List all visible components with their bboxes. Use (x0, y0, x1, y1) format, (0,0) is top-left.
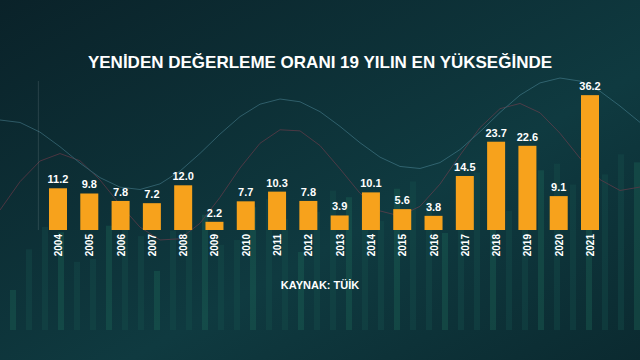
data-label: 36.2 (579, 80, 600, 92)
data-label: 3.9 (332, 200, 347, 212)
deco-candle (234, 240, 240, 330)
data-label: 7.7 (238, 186, 253, 198)
x-tick-label: 2015 (397, 234, 408, 257)
bar (456, 176, 474, 230)
chart-container: YENİDEN DEĞERLEME ORANI 19 YILIN EN YÜKS… (0, 0, 640, 360)
bar (393, 209, 411, 230)
data-label: 2.2 (207, 207, 222, 219)
data-label: 23.7 (485, 127, 506, 139)
x-tick-label: 2016 (429, 234, 440, 257)
bar (299, 201, 317, 230)
bar (80, 193, 98, 230)
data-label: 11.2 (48, 173, 69, 185)
deco-candle (442, 233, 448, 330)
data-label: 12.0 (172, 170, 193, 182)
bar (268, 192, 286, 230)
x-tick-label: 2004 (53, 234, 64, 257)
background (0, 0, 640, 360)
decoration (0, 78, 640, 330)
bar (581, 95, 599, 230)
deco-candle (218, 245, 224, 330)
deco-candle (90, 259, 96, 330)
page: {"chart_data": {"type": "bar", "title": … (0, 0, 640, 360)
deco-candle (618, 154, 624, 330)
data-label: 3.8 (426, 201, 441, 213)
bar (174, 185, 192, 230)
x-tick-label: 2017 (460, 234, 471, 257)
x-tick-label: 2021 (585, 234, 596, 257)
x-tick-label: 2008 (178, 234, 189, 257)
deco-line (0, 103, 640, 240)
bars (49, 95, 599, 230)
deco-candle (570, 185, 576, 330)
bar (362, 192, 380, 230)
bar (550, 196, 568, 230)
deco-candle (538, 170, 544, 330)
x-tick-label: 2011 (272, 234, 283, 256)
x-tick-label: 2014 (366, 234, 377, 257)
x-tick-label: 2006 (116, 234, 127, 257)
chart-svg: YENİDEN DEĞERLEME ORANI 19 YILIN EN YÜKS… (0, 0, 640, 360)
bar (112, 201, 130, 230)
bar (237, 201, 255, 230)
deco-candle (154, 271, 160, 330)
bar (331, 215, 349, 230)
title: YENİDEN DEĞERLEME ORANI 19 YILIN EN YÜKS… (88, 53, 552, 72)
deco-candle (586, 214, 592, 330)
deco-candle (506, 211, 512, 330)
data-label: 9.1 (551, 181, 566, 193)
x-tick-label: 2018 (491, 234, 502, 257)
data-label: 7.8 (113, 186, 128, 198)
bar (487, 142, 505, 230)
labels: 11.2 2004 9.8 2005 7.8 2006 7.2 2007 12.0 2008 2.2… (48, 80, 601, 256)
bar (49, 188, 67, 230)
deco-candle (10, 290, 16, 330)
deco-candle (42, 227, 48, 330)
data-label: 14.5 (454, 161, 475, 173)
x-tick-label: 2007 (147, 234, 158, 257)
x-tick-label: 2012 (303, 234, 314, 257)
data-label: 7.8 (301, 186, 316, 198)
bar (143, 203, 161, 230)
deco-line (0, 78, 640, 189)
data-label: 22.6 (517, 131, 538, 143)
deco-candle (106, 226, 112, 330)
data-label: 10.3 (266, 177, 287, 189)
deco-candle (26, 249, 32, 330)
bar (205, 222, 223, 230)
bar (425, 216, 443, 230)
x-tick-label: 2009 (209, 234, 220, 257)
data-label: 9.8 (82, 178, 97, 190)
deco-candle (474, 172, 480, 330)
x-tick-label: 2019 (522, 234, 533, 257)
bar (518, 146, 536, 230)
deco-candle (410, 181, 416, 330)
x-tick-label: 2005 (84, 234, 95, 257)
deco-candle (138, 236, 144, 330)
data-label: 7.2 (144, 188, 159, 200)
data-label: 10.1 (360, 177, 381, 189)
source: KAYNAK: TÜİK (281, 279, 359, 291)
data-label: 5.6 (395, 194, 410, 206)
deco-candle (602, 174, 608, 330)
x-tick-label: 2013 (335, 234, 346, 257)
deco-candle (74, 262, 80, 330)
y-axis-line (38, 81, 39, 230)
x-tick-label: 2010 (241, 234, 252, 257)
deco-candle (202, 215, 208, 330)
deco-candle (378, 221, 384, 330)
deco-candle (170, 231, 176, 330)
x-tick-label: 2020 (554, 234, 565, 257)
